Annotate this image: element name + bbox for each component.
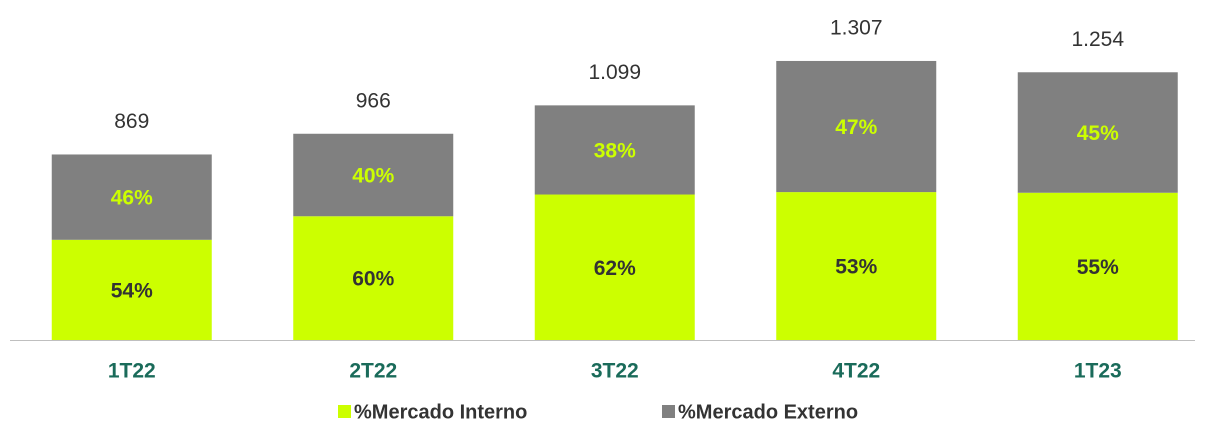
segment-label: 45% (1077, 122, 1119, 145)
bar-segment (51, 154, 212, 240)
bar-segment (1017, 72, 1178, 193)
legend-swatch (338, 405, 351, 418)
segment-label: 55% (1077, 256, 1119, 279)
segment-label: 47% (835, 116, 877, 139)
legend-label: %Mercado Interno (354, 401, 527, 423)
segment-label: 53% (835, 256, 877, 279)
x-tick-label: 4T22 (832, 360, 880, 383)
segment-label: 46% (111, 187, 153, 210)
bar-segment (534, 194, 695, 340)
legend-label: %Mercado Externo (678, 401, 858, 423)
bar-segment (1017, 192, 1178, 340)
legend-swatch (662, 405, 675, 418)
bar-segment (293, 216, 454, 340)
bar-segment (51, 239, 212, 340)
segment-label: 38% (594, 139, 636, 162)
x-tick-label: 1T22 (108, 360, 156, 383)
bar-segment (776, 60, 937, 193)
segment-label: 62% (594, 257, 636, 280)
segment-label: 54% (111, 279, 153, 302)
segment-label: 60% (352, 268, 394, 291)
bar-segment (293, 133, 454, 217)
bar-segment (534, 105, 695, 195)
total-label: 1.254 (1071, 28, 1124, 51)
x-tick-label: 3T22 (591, 360, 639, 383)
x-tick-label: 2T22 (349, 360, 397, 383)
total-label: 869 (114, 110, 149, 133)
total-label: 966 (356, 89, 391, 112)
segment-label: 40% (352, 165, 394, 188)
x-tick-label: 1T23 (1074, 360, 1122, 383)
bar-segment (776, 192, 937, 340)
total-label: 1.099 (588, 61, 641, 84)
total-label: 1.307 (830, 17, 883, 40)
